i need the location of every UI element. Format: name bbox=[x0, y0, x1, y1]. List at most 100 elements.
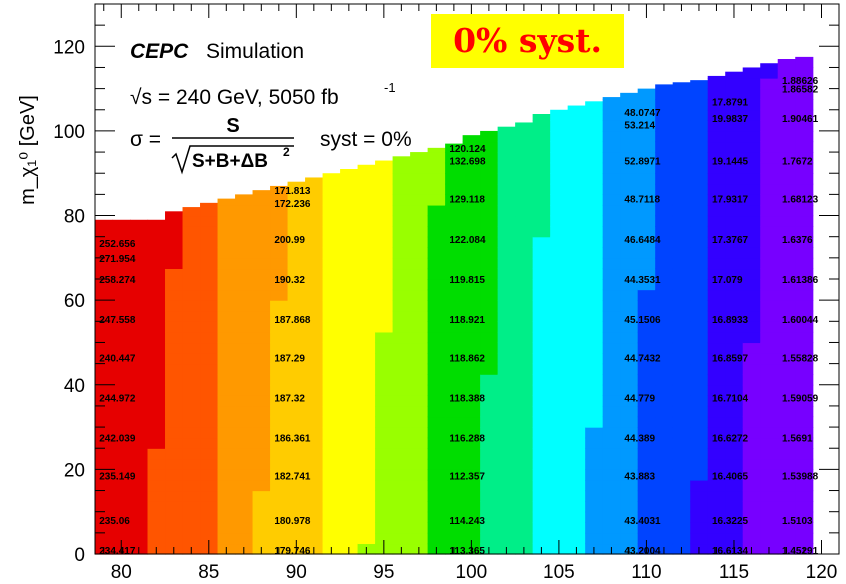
heatmap-cell bbox=[567, 522, 586, 534]
heatmap-cell bbox=[322, 279, 341, 291]
heatmap-cell bbox=[690, 532, 709, 545]
heatmap-cell bbox=[375, 289, 394, 301]
heatmap-cell bbox=[322, 374, 341, 386]
heatmap-cell bbox=[340, 183, 359, 195]
heatmap-cell bbox=[322, 257, 341, 270]
heatmap-cell bbox=[322, 183, 341, 195]
heatmap-cell bbox=[637, 194, 656, 206]
heatmap-cell bbox=[742, 204, 761, 217]
heatmap-cell bbox=[602, 342, 621, 354]
heatmap-cell bbox=[95, 448, 114, 460]
heatmap-cell bbox=[672, 353, 691, 365]
heatmap-cell bbox=[357, 164, 376, 174]
heatmap-cell bbox=[760, 395, 779, 407]
heatmap-cell bbox=[462, 479, 481, 492]
heatmap-cell bbox=[497, 141, 516, 153]
heatmap-cell bbox=[427, 289, 446, 301]
heatmap-cell bbox=[585, 289, 604, 301]
heatmap-cell bbox=[550, 342, 569, 354]
heatmap-cell bbox=[760, 405, 779, 418]
heatmap-cell bbox=[497, 490, 516, 502]
heatmap-cell bbox=[760, 448, 779, 460]
cell-value-label: 1.90461 bbox=[782, 114, 819, 125]
heatmap-cell bbox=[410, 384, 429, 396]
heatmap-cell bbox=[287, 416, 306, 428]
heatmap-cell bbox=[585, 522, 604, 534]
heatmap-cell bbox=[497, 310, 516, 322]
heatmap-cell bbox=[742, 331, 761, 344]
heatmap-cell bbox=[672, 109, 691, 121]
heatmap-cell bbox=[637, 405, 656, 418]
heatmap-cell bbox=[287, 289, 306, 301]
cell-value-label: 113.365 bbox=[449, 546, 485, 557]
heatmap-cell bbox=[585, 215, 604, 227]
heatmap-cell bbox=[515, 405, 534, 418]
heatmap-cell bbox=[742, 194, 761, 206]
cell-value-label: 180.978 bbox=[274, 516, 311, 527]
heatmap-cell bbox=[480, 490, 499, 502]
heatmap-cell bbox=[165, 374, 184, 386]
heatmap-cell bbox=[725, 226, 744, 238]
x-tick-label: 100 bbox=[456, 562, 488, 583]
x-tick-label: 115 bbox=[719, 562, 749, 583]
heatmap-cell bbox=[725, 342, 744, 354]
cell-value-label: 48.0747 bbox=[624, 108, 661, 119]
heatmap-cell bbox=[147, 268, 166, 280]
heatmap-cell bbox=[532, 458, 551, 470]
heatmap-cell bbox=[672, 194, 691, 206]
heatmap-cell bbox=[322, 310, 341, 322]
heatmap-cell bbox=[410, 479, 429, 492]
heatmap-cell bbox=[445, 479, 464, 492]
heatmap-cell bbox=[322, 173, 341, 185]
heatmap-cell bbox=[112, 479, 131, 492]
heatmap-cell bbox=[602, 374, 621, 386]
heatmap-cell bbox=[707, 268, 726, 280]
heatmap-cell bbox=[742, 183, 761, 195]
heatmap-cell bbox=[357, 204, 376, 217]
heatmap-cell bbox=[672, 215, 691, 227]
heatmap-cell bbox=[235, 501, 254, 513]
heatmap-cell bbox=[410, 405, 429, 418]
heatmap-cell bbox=[95, 279, 114, 291]
heatmap-cell bbox=[532, 162, 551, 174]
heatmap-cell bbox=[567, 458, 586, 470]
heatmap-cell bbox=[725, 501, 744, 513]
heatmap-cell bbox=[742, 479, 761, 492]
heatmap-cell bbox=[690, 331, 709, 344]
cell-value-label: 116.288 bbox=[449, 434, 485, 445]
heatmap-cell bbox=[410, 152, 429, 164]
heatmap-cell bbox=[462, 135, 481, 143]
heatmap-cell bbox=[795, 395, 814, 407]
heatmap-cell bbox=[305, 236, 324, 248]
heatmap-cell bbox=[515, 363, 534, 375]
heatmap-cell bbox=[777, 490, 796, 502]
cell-value-label: 244.972 bbox=[99, 393, 136, 404]
heatmap-cell bbox=[760, 437, 779, 449]
heatmap-cell bbox=[410, 532, 429, 545]
heatmap-cell bbox=[340, 204, 359, 217]
heatmap-cell bbox=[777, 226, 796, 238]
heatmap-cell bbox=[287, 215, 306, 227]
heatmap-cell bbox=[410, 437, 429, 449]
heatmap-cell bbox=[602, 448, 621, 460]
heatmap-cell bbox=[707, 511, 726, 523]
heatmap-cell bbox=[287, 384, 306, 396]
heatmap-cell bbox=[795, 67, 814, 79]
heatmap-cell bbox=[147, 289, 166, 301]
heatmap-cell bbox=[725, 353, 744, 365]
heatmap-cell bbox=[235, 374, 254, 386]
heatmap-cell bbox=[760, 141, 779, 153]
heatmap-cell bbox=[200, 384, 219, 396]
heatmap-cell bbox=[252, 331, 271, 344]
heatmap-cell bbox=[567, 130, 586, 143]
heatmap-cell bbox=[760, 152, 779, 164]
heatmap-cell bbox=[392, 321, 411, 333]
heatmap-cell bbox=[567, 532, 586, 545]
heatmap-cell bbox=[235, 395, 254, 407]
heatmap-cell bbox=[130, 247, 149, 259]
heatmap-cell bbox=[392, 469, 411, 481]
heatmap-cell bbox=[147, 374, 166, 386]
heatmap-cell bbox=[480, 458, 499, 470]
cell-value-label: 45.1506 bbox=[624, 315, 661, 326]
cell-value-label: 16.8597 bbox=[712, 353, 749, 364]
